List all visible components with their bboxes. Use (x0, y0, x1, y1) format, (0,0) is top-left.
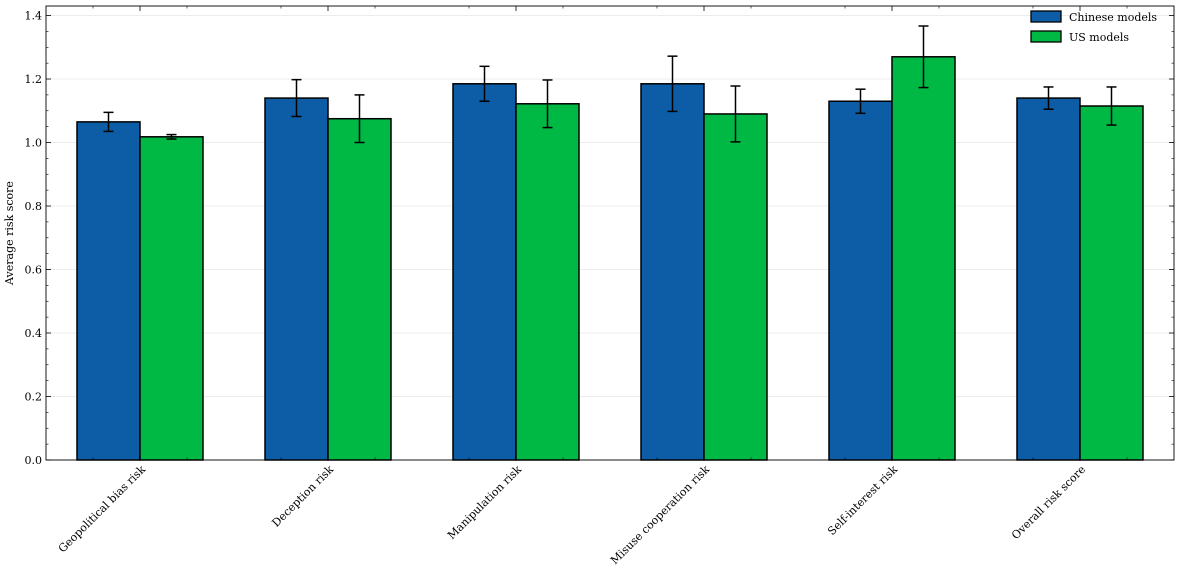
y-tick-label: 0.8 (25, 200, 43, 213)
legend: Chinese models US models (1030, 10, 1157, 44)
bar-us (515, 103, 580, 461)
legend-label: US models (1069, 31, 1129, 44)
x-category-label: Manipulation risk (445, 463, 524, 542)
x-category-label: Self-interest risk (825, 463, 900, 538)
y-tick-label: 0.4 (25, 327, 43, 340)
legend-swatch (1030, 30, 1062, 43)
bar-us (703, 113, 768, 461)
bar-chinese (1016, 97, 1081, 461)
legend-label: Chinese models (1069, 11, 1157, 24)
y-tick-label: 0.0 (25, 454, 43, 467)
legend-swatch (1030, 10, 1062, 23)
bar-us (891, 56, 956, 461)
y-tick-label: 0.6 (25, 264, 43, 277)
bar-chinese (76, 121, 141, 461)
bar-chinese (828, 100, 893, 461)
y-tick-label: 0.2 (25, 391, 43, 404)
bars-layer (76, 25, 1144, 461)
y-tick-label: 1.2 (25, 73, 43, 86)
x-category-label: Misuse cooperation risk (608, 463, 712, 567)
y-tick-label: 1.4 (25, 10, 43, 23)
grid-layer (46, 15, 1174, 461)
x-category-label: Overall risk score (1009, 463, 1088, 542)
x-category-label: Geopolitical bias risk (56, 463, 149, 556)
bar-us (327, 117, 392, 461)
x-category-label: Deception risk (269, 463, 336, 530)
y-axis-title: Average risk score (3, 181, 16, 286)
axes-layer (45, 5, 1175, 461)
bar-us (139, 136, 204, 461)
bar-chinese (640, 83, 705, 461)
bar-us (1079, 105, 1144, 461)
bar-chinese (264, 97, 329, 461)
plot-frame (45, 5, 1175, 461)
y-tick-label: 1.0 (25, 137, 43, 150)
bar-chinese (452, 83, 517, 461)
